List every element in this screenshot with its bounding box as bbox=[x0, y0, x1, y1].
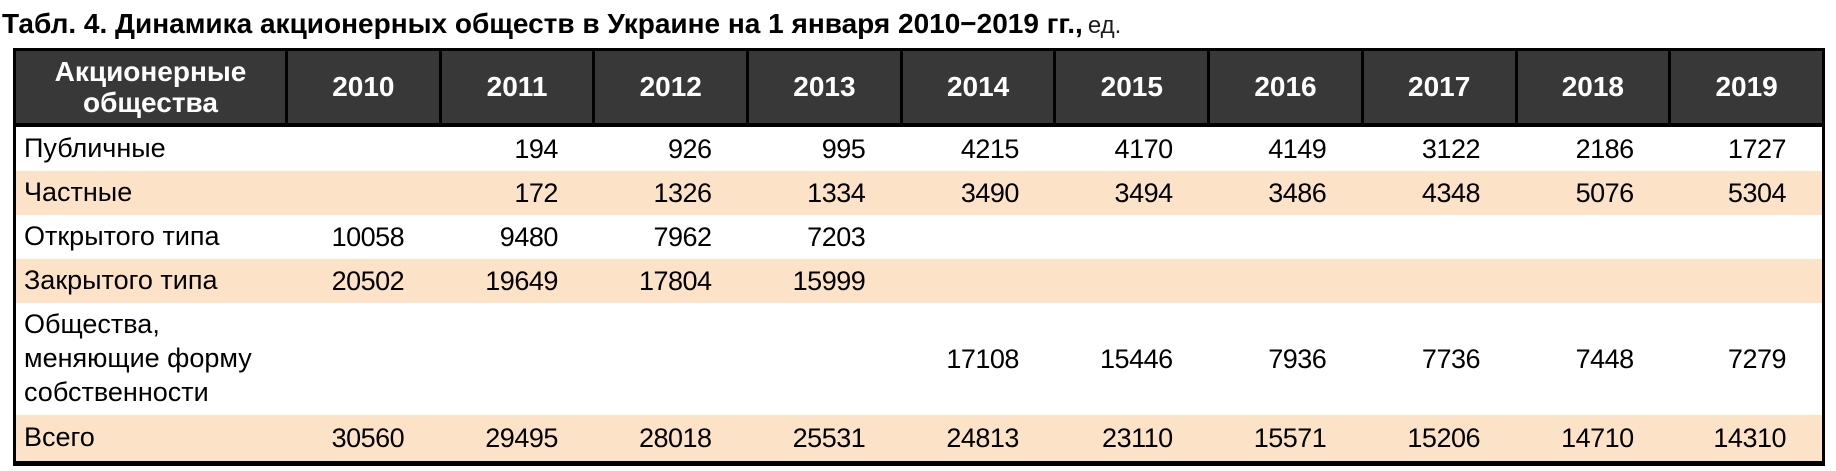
table-row: Открытого типа 10058 9480 7962 7203 bbox=[14, 215, 1824, 259]
value-cell bbox=[1362, 215, 1516, 259]
value-cell: 17108 bbox=[901, 303, 1055, 415]
row-label: Открытого типа bbox=[14, 215, 287, 259]
value-cell: 20502 bbox=[286, 259, 441, 303]
value-cell: 7448 bbox=[1516, 303, 1670, 415]
value-cell: 15446 bbox=[1054, 303, 1209, 415]
value-cell: 1326 bbox=[593, 171, 748, 215]
value-cell: 28018 bbox=[593, 415, 748, 464]
row-label: Публичные bbox=[14, 125, 287, 171]
value-cell: 3122 bbox=[1362, 125, 1516, 171]
column-header-year-2010: 2010 bbox=[285, 49, 441, 127]
value-cell: 4348 bbox=[1362, 171, 1516, 215]
table-row: Закрытого типа 20502 19649 17804 15999 bbox=[14, 259, 1824, 303]
value-cell bbox=[286, 303, 441, 415]
value-cell: 10058 bbox=[286, 215, 441, 259]
value-cell bbox=[1669, 259, 1824, 303]
value-cell: 14710 bbox=[1516, 415, 1670, 464]
value-cell: 24813 bbox=[901, 415, 1055, 464]
column-header-year-2011: 2011 bbox=[438, 49, 594, 127]
table-row: Публичные 194 926 995 4215 4170 4149 3122 2186 17… bbox=[14, 125, 1824, 171]
value-cell: 4149 bbox=[1208, 125, 1363, 171]
value-cell: 7936 bbox=[1208, 303, 1363, 415]
table-row: Всего 30560 29495 28018 25531 24813 23110 15571… bbox=[14, 415, 1824, 464]
row-label: Закрытого типа bbox=[14, 259, 287, 303]
value-cell bbox=[901, 215, 1055, 259]
value-cell: 15999 bbox=[747, 259, 902, 303]
value-cell: 15571 bbox=[1208, 415, 1363, 464]
value-cell: 7736 bbox=[1362, 303, 1516, 415]
value-cell bbox=[1054, 215, 1209, 259]
column-header-year-2017: 2017 bbox=[1360, 49, 1516, 127]
column-header-year-2012: 2012 bbox=[592, 49, 748, 127]
value-cell bbox=[593, 303, 748, 415]
value-cell: 4170 bbox=[1054, 125, 1209, 171]
table-caption-text: Табл. 4. Динамика акционерных обществ в … bbox=[2, 8, 1083, 39]
value-cell bbox=[1362, 259, 1516, 303]
table-row: Частные 172 1326 1334 3490 3494 3486 4348 5076 53… bbox=[14, 171, 1824, 215]
value-cell: 2186 bbox=[1516, 125, 1670, 171]
row-label: Частные bbox=[14, 171, 287, 215]
value-cell: 194 bbox=[440, 125, 594, 171]
value-cell: 7962 bbox=[593, 215, 748, 259]
value-cell bbox=[1516, 215, 1670, 259]
value-cell: 23110 bbox=[1054, 415, 1209, 464]
value-cell: 5304 bbox=[1669, 171, 1824, 215]
value-cell bbox=[1208, 215, 1363, 259]
column-header-year-2018: 2018 bbox=[1514, 49, 1670, 127]
value-cell: 995 bbox=[747, 125, 902, 171]
header-row: Акционерные общества 2010 2011 2012 2013 201… bbox=[14, 49, 1824, 127]
table-row: Общества, меняющие форму собственности 17… bbox=[14, 303, 1824, 415]
value-cell bbox=[1516, 259, 1670, 303]
value-cell: 3486 bbox=[1208, 171, 1363, 215]
value-cell: 25531 bbox=[747, 415, 902, 464]
value-cell: 9480 bbox=[440, 215, 594, 259]
value-cell: 3490 bbox=[901, 171, 1055, 215]
column-header-year-2014: 2014 bbox=[899, 49, 1055, 127]
column-header-companies: Акционерные общества bbox=[14, 49, 287, 127]
value-cell bbox=[1054, 259, 1209, 303]
value-cell: 29495 bbox=[440, 415, 594, 464]
value-cell: 7279 bbox=[1669, 303, 1824, 415]
value-cell: 15206 bbox=[1362, 415, 1516, 464]
column-header-year-2016: 2016 bbox=[1207, 49, 1363, 127]
value-cell: 30560 bbox=[286, 415, 441, 464]
value-cell bbox=[1669, 215, 1824, 259]
value-cell: 17804 bbox=[593, 259, 748, 303]
joint-stock-companies-table: Акционерные общества 2010 2011 2012 2013 201… bbox=[13, 48, 1825, 466]
value-cell: 7203 bbox=[747, 215, 902, 259]
value-cell bbox=[286, 171, 441, 215]
value-cell: 14310 bbox=[1669, 415, 1824, 464]
value-cell: 3494 bbox=[1054, 171, 1209, 215]
value-cell: 19649 bbox=[440, 259, 594, 303]
row-label: Общества, меняющие форму собственности bbox=[14, 303, 287, 415]
table-caption-unit: ед. bbox=[1087, 12, 1122, 39]
value-cell: 172 bbox=[440, 171, 594, 215]
value-cell: 1727 bbox=[1669, 125, 1824, 171]
column-header-year-2013: 2013 bbox=[746, 49, 902, 127]
value-cell bbox=[1208, 259, 1363, 303]
value-cell: 4215 bbox=[901, 125, 1055, 171]
value-cell bbox=[747, 303, 902, 415]
column-header-year-2015: 2015 bbox=[1053, 49, 1209, 127]
column-header-year-2019: 2019 bbox=[1668, 49, 1824, 127]
row-label: Всего bbox=[14, 415, 287, 464]
value-cell: 5076 bbox=[1516, 171, 1670, 215]
value-cell: 1334 bbox=[747, 171, 902, 215]
value-cell bbox=[286, 125, 441, 171]
value-cell bbox=[901, 259, 1055, 303]
value-cell: 926 bbox=[593, 125, 748, 171]
value-cell bbox=[440, 303, 594, 415]
table-caption: Табл. 4. Динамика акционерных обществ в … bbox=[0, 0, 1836, 40]
